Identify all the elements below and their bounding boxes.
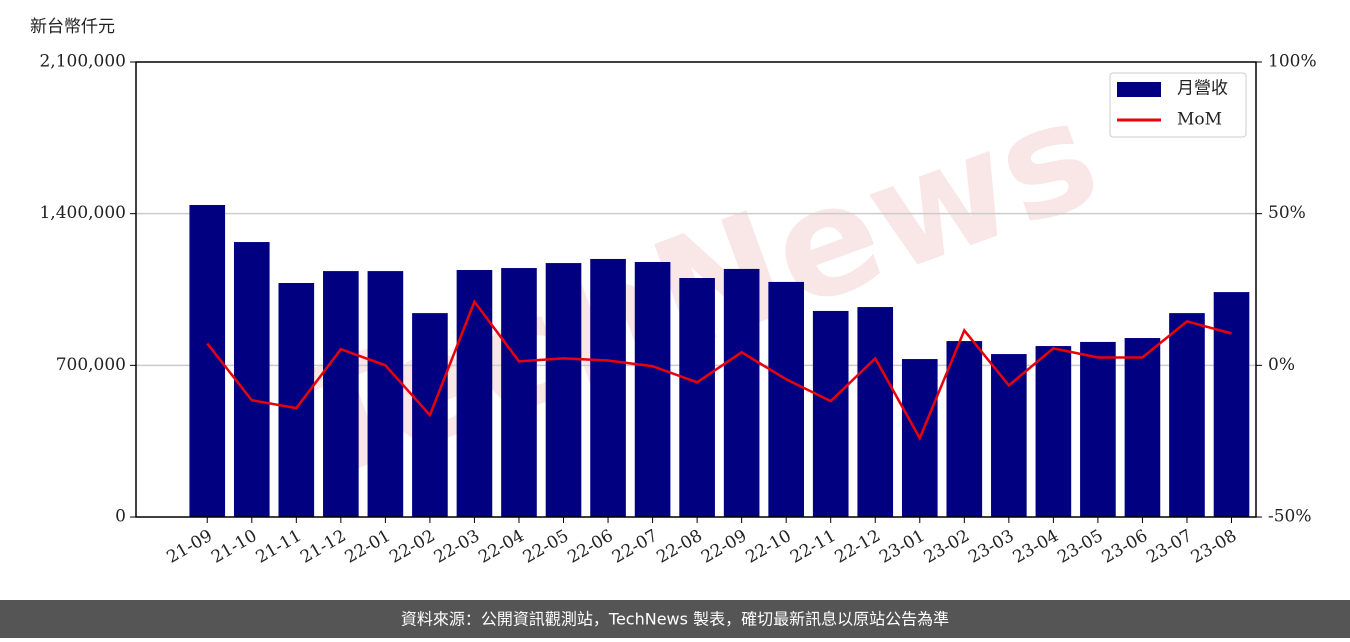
bar xyxy=(723,268,760,517)
bar xyxy=(545,263,582,517)
x-tick-label: 21-10 xyxy=(208,526,260,568)
y-tick-label: 0 xyxy=(115,507,126,527)
x-tick-label: 23-02 xyxy=(921,526,973,568)
bar xyxy=(189,205,226,517)
x-tick-label: 22-09 xyxy=(698,526,750,568)
bar xyxy=(812,310,849,517)
x-tick-label: 22-07 xyxy=(609,526,661,568)
bar xyxy=(679,278,715,517)
footer-bar xyxy=(0,600,1350,638)
x-tick-label: 23-05 xyxy=(1054,526,1106,568)
bar xyxy=(323,271,359,517)
x-tick-label: 22-06 xyxy=(564,526,616,568)
x-tick-label: 22-08 xyxy=(653,526,705,568)
bar xyxy=(991,354,1027,517)
x-tick-label: 21-12 xyxy=(297,526,349,568)
footer: 資料來源：公開資訊觀測站，TechNews 製表，確切最新訊息以原站公告為準 xyxy=(401,610,949,629)
legend-label: MoM xyxy=(1177,110,1222,130)
x-tick-label: 22-04 xyxy=(475,526,527,568)
y2-tick-label: 50% xyxy=(1268,203,1306,223)
x-tick-label: 21-09 xyxy=(164,526,216,568)
y-axis-label: 新台幣仟元 xyxy=(30,17,115,37)
bar xyxy=(1035,346,1072,517)
x-tick-label: 23-07 xyxy=(1143,526,1195,568)
bar xyxy=(1213,292,1250,517)
bar xyxy=(1169,313,1205,517)
bar xyxy=(367,271,404,517)
y2-tick-label: 100% xyxy=(1268,52,1317,72)
y2-tick-label: 0% xyxy=(1268,355,1295,375)
bar xyxy=(1124,338,1161,517)
x-tick-label: 23-08 xyxy=(1188,526,1240,568)
y-tick-label: 1,400,000 xyxy=(39,203,126,223)
line xyxy=(206,299,1232,441)
legend-label: 月營收 xyxy=(1177,79,1228,99)
y-tick-label: 700,000 xyxy=(56,355,126,375)
bar xyxy=(946,341,983,517)
bar xyxy=(857,307,894,517)
plot-frame xyxy=(135,61,1257,518)
bar xyxy=(501,268,537,517)
x-tick-label: 23-03 xyxy=(965,526,1017,568)
y-tick-label: 2,100,000 xyxy=(39,52,126,72)
x-tick-label: 22-12 xyxy=(832,526,884,568)
x-tick-label: 22-11 xyxy=(787,526,839,568)
bar xyxy=(1080,341,1116,517)
x-tick-label: 23-06 xyxy=(1099,526,1151,568)
bar xyxy=(233,242,270,518)
x-tick-label: 23-04 xyxy=(1010,526,1062,568)
bar xyxy=(278,283,315,517)
bar xyxy=(768,281,804,517)
bar xyxy=(634,261,671,517)
bar xyxy=(456,270,493,517)
x-tick-label: 23-01 xyxy=(876,526,928,568)
x-tick-label: 21-11 xyxy=(253,526,305,568)
x-tick-label: 22-01 xyxy=(342,526,394,568)
x-tick-label: 22-02 xyxy=(386,526,438,568)
x-tick-label: 22-03 xyxy=(431,526,483,568)
x-tick-label: 22-05 xyxy=(520,526,572,568)
y2-tick-label: -50% xyxy=(1268,507,1312,527)
legend-swatch xyxy=(1117,82,1161,97)
bar xyxy=(590,258,626,517)
x-tick-label: 22-10 xyxy=(742,526,794,568)
